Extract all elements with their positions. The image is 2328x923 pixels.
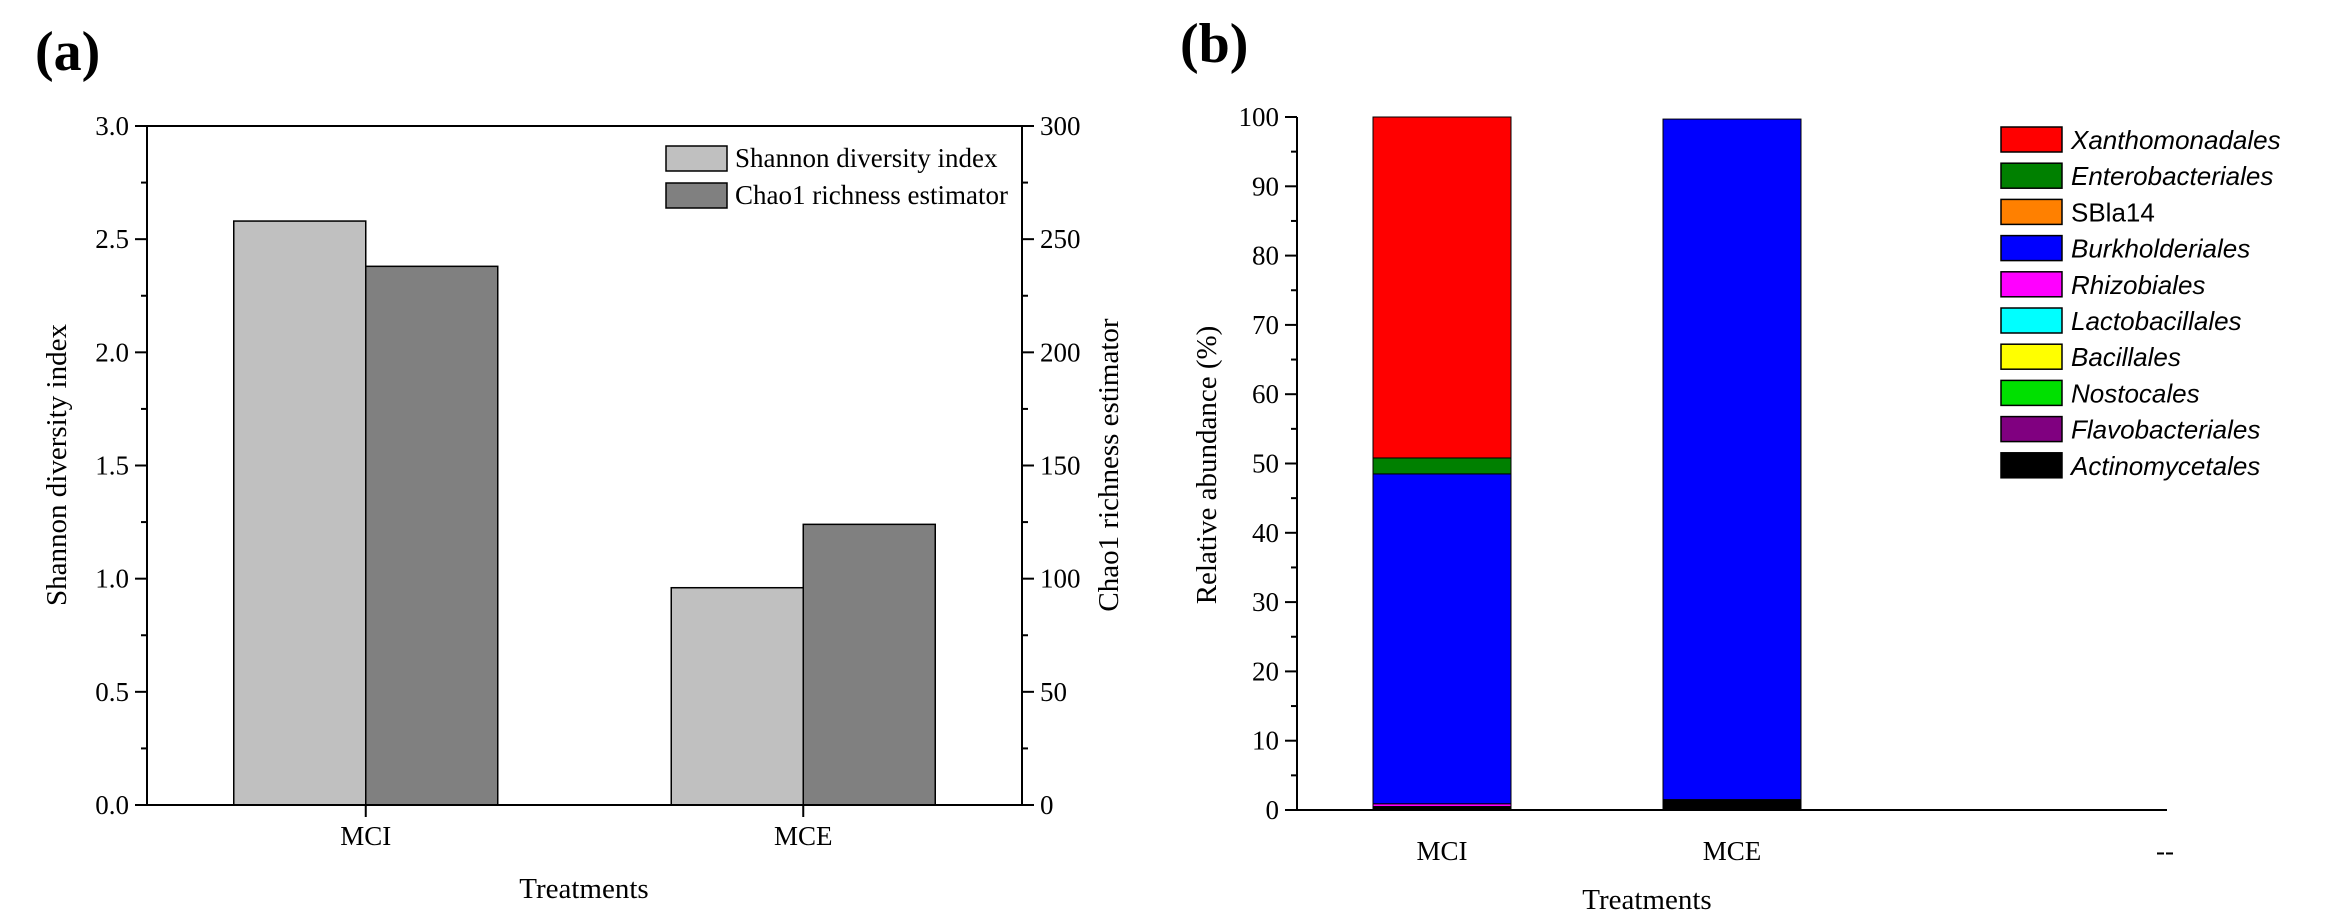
left-tick-label: 0.5 xyxy=(95,677,129,707)
legend-label-burkholderiales: Burkholderiales xyxy=(2071,234,2250,264)
stack-enterobacteriales-mci xyxy=(1372,457,1512,475)
legend-swatch-xanthomonadales xyxy=(2000,126,2063,153)
right-tick-label: 200 xyxy=(1040,337,1081,367)
panel-b-xlabel: Treatments xyxy=(1582,884,1711,916)
left-tick-label: 1.0 xyxy=(95,564,129,594)
y-tick-label: 80 xyxy=(1252,241,1279,271)
left-tick-label: 3.0 xyxy=(95,111,129,141)
legend-swatch-chao1-richness-estimator xyxy=(665,182,728,209)
y-tick-label: 90 xyxy=(1252,171,1279,201)
right-tick-label: 300 xyxy=(1040,111,1081,141)
left-tick-label: 1.5 xyxy=(95,451,129,481)
stack-actinomycetales-mce xyxy=(1662,799,1802,811)
legend-swatch-bacillales xyxy=(2000,343,2063,370)
x-tick-label-mci: MCI xyxy=(1416,836,1467,866)
panel-b-x-axis: MCI MCE -- xyxy=(1416,836,2174,866)
right-tick-label: 150 xyxy=(1040,451,1081,481)
panel-b: (b) 0 10 20 30 40 50 60 70 80 90 100 MCI MCE -- Trea… xyxy=(1180,13,2281,916)
panel-a: (a) 0.0 0.5 1.0 1.5 2.0 2.5 3.0 0 50 100 150 200 25… xyxy=(35,21,1125,905)
legend-swatch-enterobacteriales xyxy=(2000,162,2063,189)
legend-swatch-rhizobiales xyxy=(2000,271,2063,298)
y-tick-label: 70 xyxy=(1252,310,1279,340)
legend-label-shannon-diversity-index: Shannon diversity index xyxy=(735,143,998,173)
stack-burkholderiales-mci xyxy=(1372,473,1512,805)
panel-b-ylabel: Relative abundance (%) xyxy=(1191,326,1223,605)
bar-chao1-richness-estimator-mce xyxy=(802,523,936,806)
legend-swatch-lactobacillales xyxy=(2000,307,2063,334)
legend-label-bacillales: Bacillales xyxy=(2071,342,2181,372)
panel-b-bars xyxy=(1372,116,1802,811)
legend-swatch-sbla14 xyxy=(2000,198,2063,226)
panel-b-y-axis: 0 10 20 30 40 50 60 70 80 90 100 xyxy=(1239,102,1297,825)
panel-a-legend: Shannon diversity index Chao1 richness es… xyxy=(665,143,1008,210)
legend-swatch-shannon-diversity-index xyxy=(665,145,728,172)
legend-swatch-actinomycetales xyxy=(2000,452,2063,479)
y-tick-label: 0 xyxy=(1266,795,1280,825)
right-tick-label: 100 xyxy=(1040,564,1081,594)
legend-label-rhizobiales: Rhizobiales xyxy=(2071,270,2205,300)
legend-label-sbla14: SBla14 xyxy=(2071,197,2155,227)
y-tick-label: 100 xyxy=(1239,102,1280,132)
y-tick-label: 40 xyxy=(1252,518,1279,548)
x-tick-label-mce: MCE xyxy=(774,821,833,851)
legend-label-nostocales: Nostocales xyxy=(2071,378,2200,408)
stack-burkholderiales-mce xyxy=(1662,118,1802,801)
left-tick-label: 2.0 xyxy=(95,337,129,367)
legend-label-lactobacillales: Lactobacillales xyxy=(2071,306,2242,336)
panel-b-legend: Xanthomonadales Enterobacteriales SBla14 Bu… xyxy=(2000,125,2281,481)
bar-shannon-diversity-index-mce xyxy=(670,586,804,806)
legend-label-flavobacteriales: Flavobacteriales xyxy=(2071,415,2260,445)
panel-a-x-axis: MCI MCE xyxy=(340,805,833,851)
panel-a-ylabel: Shannon diversity index xyxy=(41,324,73,606)
left-tick-label: 0.0 xyxy=(95,790,129,820)
right-tick-label: 0 xyxy=(1040,790,1054,820)
x-tick-label-mce: MCE xyxy=(1703,836,1762,866)
y-tick-label: 30 xyxy=(1252,587,1279,617)
right-tick-label: 250 xyxy=(1040,224,1081,254)
x-tick-label-mci: MCI xyxy=(340,821,391,851)
panel-a-xlabel: Treatments xyxy=(519,873,648,905)
legend-label-xanthomonadales: Xanthomonadales xyxy=(2070,125,2281,155)
panel-a-right-axis: 0 50 100 150 200 250 300 xyxy=(1022,111,1081,820)
legend-swatch-burkholderiales xyxy=(2000,234,2063,262)
legend-label-enterobacteriales: Enterobacteriales xyxy=(2071,161,2273,191)
right-tick-label: 50 xyxy=(1040,677,1067,707)
y-tick-label: 60 xyxy=(1252,379,1279,409)
legend-swatch-nostocales xyxy=(2000,379,2063,407)
y-tick-label: 50 xyxy=(1252,449,1279,479)
bar-shannon-diversity-index-mci xyxy=(233,220,367,806)
stack-xanthomonadales-mci xyxy=(1372,116,1512,459)
panel-a-label: (a) xyxy=(35,21,100,83)
left-tick-label: 2.5 xyxy=(95,224,129,254)
panel-a-left-axis: 0.0 0.5 1.0 1.5 2.0 2.5 3.0 xyxy=(95,111,147,820)
y-tick-label: 10 xyxy=(1252,726,1279,756)
bar-chao1-richness-estimator-mci xyxy=(365,265,499,806)
panel-a-ylabel-right: Chao1 richness estimator xyxy=(1093,318,1125,612)
legend-label-actinomycetales: Actinomycetales xyxy=(2069,451,2260,481)
y-tick-label: 20 xyxy=(1252,656,1279,686)
x-tick-label-dash: -- xyxy=(2156,836,2174,866)
legend-label-chao1-richness-estimator: Chao1 richness estimator xyxy=(735,180,1008,210)
panel-a-bars xyxy=(233,220,936,806)
panel-b-label: (b) xyxy=(1180,13,1248,75)
legend-swatch-flavobacteriales xyxy=(2000,415,2063,443)
